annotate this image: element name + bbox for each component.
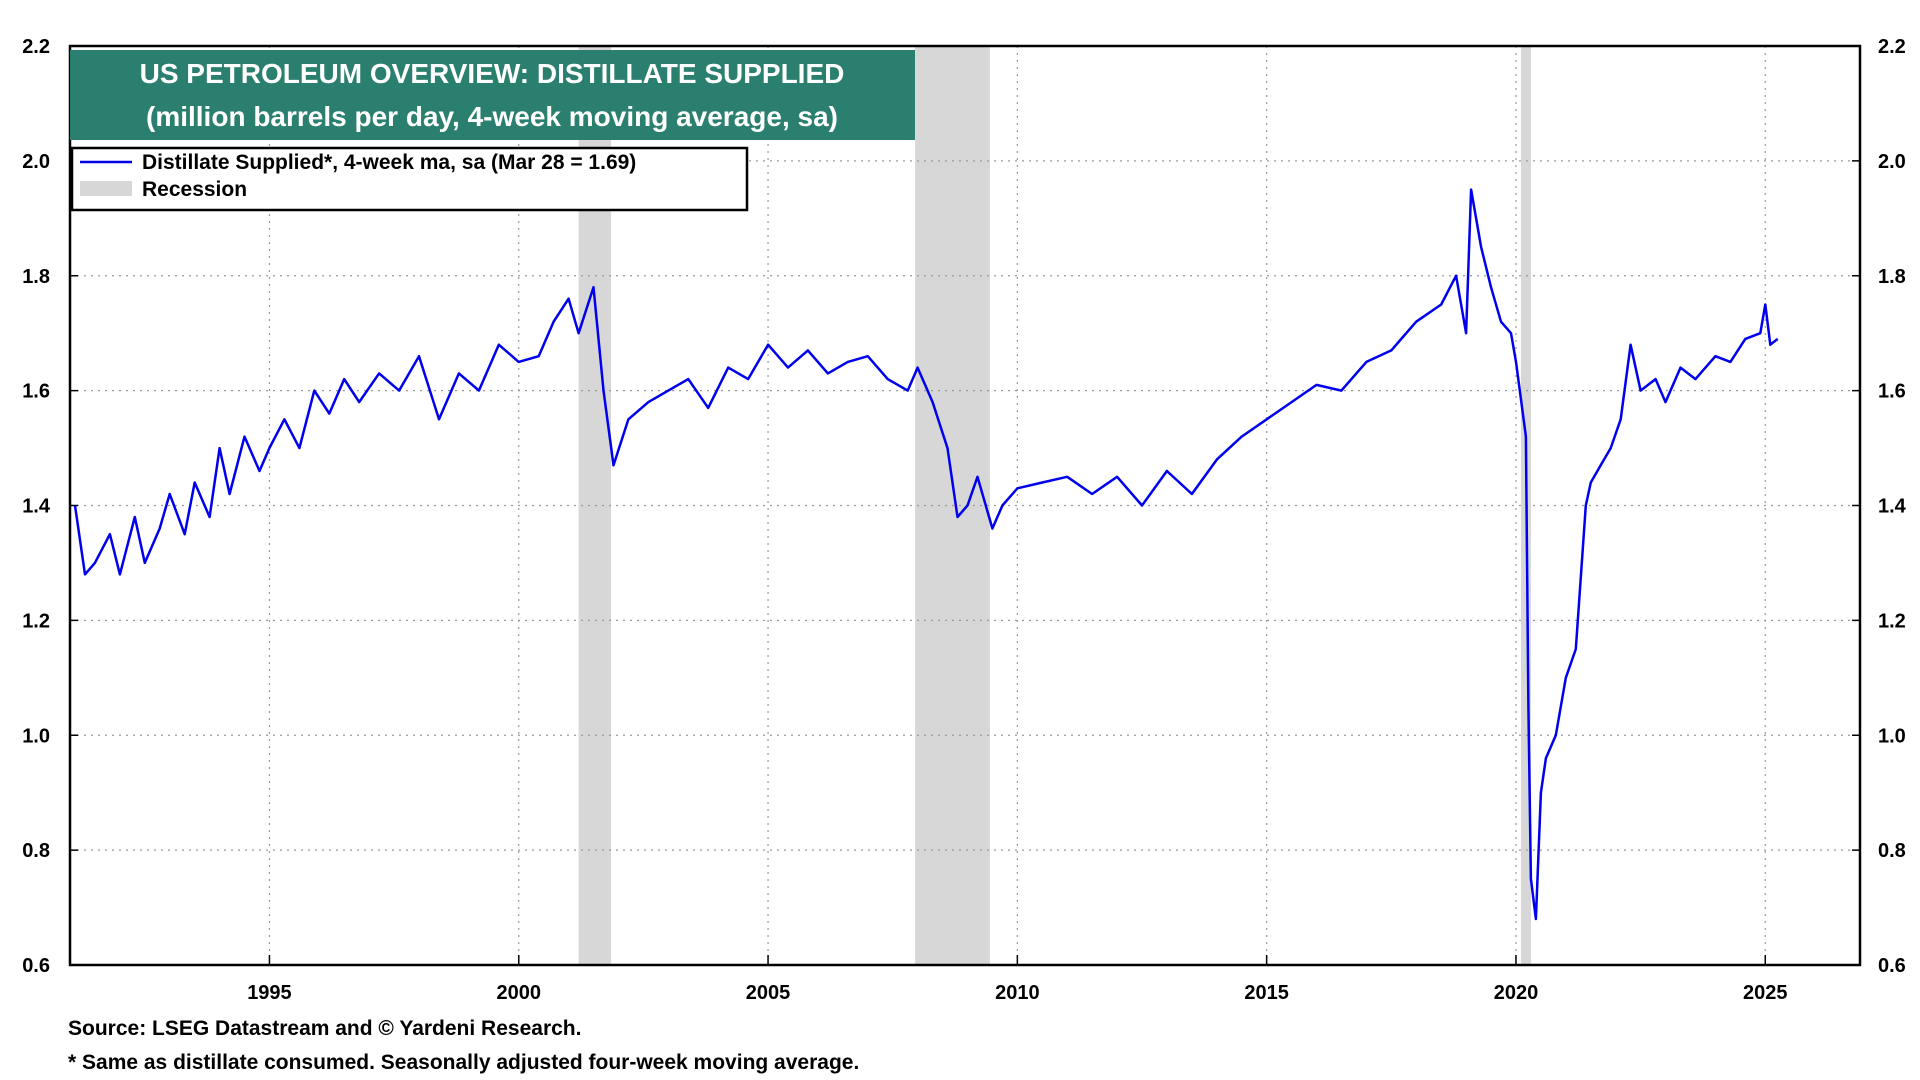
legend: Distillate Supplied*, 4-week ma, sa (Mar…: [70, 146, 749, 212]
x-tick-label: 1995: [247, 982, 292, 1004]
x-tick-label: 2020: [1494, 982, 1539, 1004]
series-layer: [73, 188, 1779, 921]
y-tick-label-left: 0.8: [22, 840, 50, 862]
legend-box: [70, 146, 749, 212]
y-tick-label-right: 1.2: [1878, 610, 1906, 632]
y-tick-label-left: 1.6: [22, 381, 50, 403]
y-tick-label-left: 0.6: [22, 955, 50, 977]
x-tick-label: 2015: [1244, 982, 1289, 1004]
chart-subtitle: (million barrels per day, 4-week moving …: [146, 101, 838, 132]
y-tick-label-right: 1.8: [1878, 266, 1906, 288]
title-background: [70, 50, 915, 140]
source-note: Source: LSEG Datastream and © Yardeni Re…: [68, 1017, 582, 1040]
chart-title: US PETROLEUM OVERVIEW: DISTILLATE SUPPLI…: [140, 58, 845, 89]
y-tick-label-left: 1.4: [22, 496, 51, 518]
y-tick-label-left: 2.0: [22, 151, 50, 173]
legend-label-recession: Recession: [142, 178, 247, 201]
y-tick-label-right: 1.0: [1878, 725, 1906, 747]
x-tick-label: 2000: [496, 982, 541, 1004]
x-tick-label: 2010: [995, 982, 1040, 1004]
footnote: * Same as distillate consumed. Seasonall…: [68, 1051, 860, 1074]
axis-ticks: 0.6 0.6 0.8 0.8 1.0 1.0 1.2 1.2 1.4 1.4 1.6 1.6 1.8 1…: [22, 36, 1906, 1004]
title-box: US PETROLEUM OVERVIEW: DISTILLATE SUPPLI…: [70, 50, 915, 140]
y-tick-label-right: 0.8: [1878, 840, 1906, 862]
legend-band-swatch: [80, 181, 132, 196]
y-tick-label-right: 0.6: [1878, 955, 1906, 977]
y-tick-label-left: 1.2: [22, 610, 50, 632]
y-tick-label-left: 1.8: [22, 266, 50, 288]
y-tick-label-right: 1.6: [1878, 381, 1906, 403]
series-line-distillate-supplied: [73, 188, 1779, 921]
y-tick-label-right: 1.4: [1878, 496, 1907, 518]
y-tick-label-left: 1.0: [22, 725, 50, 747]
y-tick-label-right: 2.2: [1878, 36, 1906, 58]
y-tick-label-left: 2.2: [22, 36, 50, 58]
grid: [70, 46, 1860, 965]
y-tick-label-right: 2.0: [1878, 151, 1906, 173]
x-tick-label: 2005: [746, 982, 791, 1004]
legend-label-series: Distillate Supplied*, 4-week ma, sa (Mar…: [142, 151, 636, 174]
x-tick-label: 2025: [1743, 982, 1788, 1004]
